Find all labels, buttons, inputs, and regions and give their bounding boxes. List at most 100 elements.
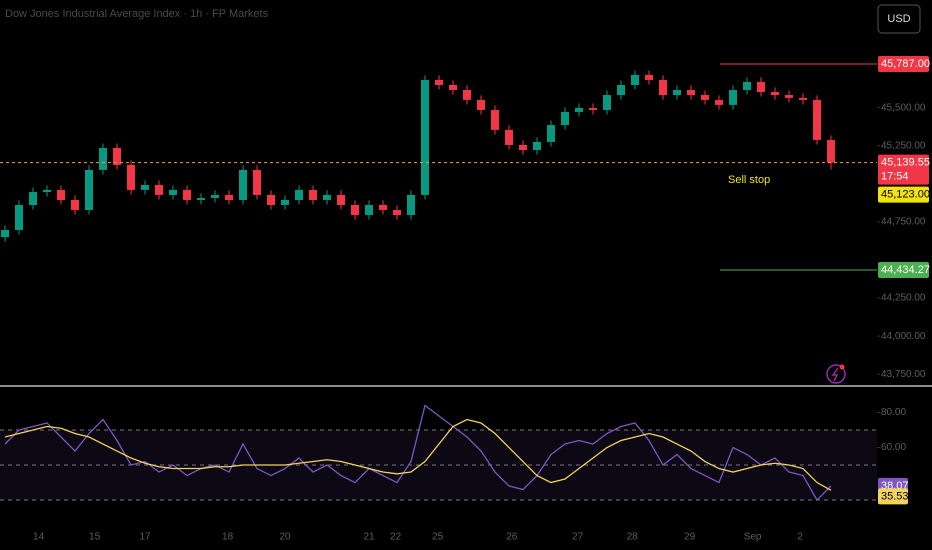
y-tick-label: 44,250.00 (881, 293, 926, 304)
candle-body (141, 185, 149, 190)
candle-body (239, 169, 247, 200)
currency-label: USD (887, 13, 910, 25)
y-tick-label: 44,000.00 (881, 331, 926, 342)
candle-body (309, 189, 317, 200)
y-tick-label: 80.00 (881, 407, 906, 418)
candle-body (463, 90, 471, 100)
x-tick-label: Sep (744, 532, 762, 543)
candle-body (281, 199, 289, 205)
candle-body (771, 91, 779, 96)
candle-body (589, 107, 597, 110)
y-tick-label: 45,500.00 (881, 102, 926, 113)
order-label: 45,123.00 (881, 188, 930, 200)
x-tick-label: 15 (89, 532, 101, 543)
candle-body (561, 111, 569, 126)
candle-body (785, 95, 793, 98)
x-tick-label: 29 (684, 532, 696, 543)
x-tick-label: 22 (390, 532, 402, 543)
x-tick-label: 20 (279, 532, 291, 543)
x-tick-label: 27 (572, 532, 584, 543)
candle-body (1, 229, 9, 238)
candle-body (155, 185, 163, 195)
candle-body (99, 148, 107, 170)
candle-body (701, 95, 709, 100)
candle-body (197, 197, 205, 200)
x-tick-label: 17 (139, 532, 151, 543)
candle-body (519, 144, 527, 151)
x-tick-label: 2 (797, 532, 803, 543)
candle-body (225, 194, 233, 200)
candle-body (351, 204, 359, 216)
level-label-box (878, 55, 929, 72)
candle-body (477, 99, 485, 110)
candle-body (337, 194, 345, 205)
candle-body (813, 99, 821, 140)
alert-dot (839, 364, 845, 370)
candle-body (491, 109, 499, 130)
y-tick-label: 60.00 (881, 442, 906, 453)
candle-body (183, 189, 191, 200)
candle-body (43, 189, 51, 193)
last-price-label: 45,139.55 (881, 156, 930, 168)
candle-body (211, 194, 219, 198)
order-annotation: Sell stop (728, 174, 770, 186)
candle-body (575, 107, 583, 112)
candle-body (169, 189, 177, 195)
candle-body (617, 84, 625, 96)
candle-body (603, 95, 611, 110)
y-tick-label: 45,250.00 (881, 140, 926, 151)
y-tick-label: 44,750.00 (881, 217, 926, 228)
candle-body (15, 204, 23, 230)
candle-body (631, 74, 639, 85)
candle-body (295, 189, 303, 200)
countdown: 17:54 (881, 170, 909, 182)
candle-body (715, 99, 723, 105)
candle-body (127, 164, 135, 190)
candle-body (379, 204, 387, 211)
candle-body (547, 125, 555, 142)
candle-body (393, 210, 401, 216)
candle-body (645, 74, 653, 80)
candle-body (729, 90, 737, 105)
candle-body (659, 79, 667, 96)
x-tick-label: 25 (432, 532, 444, 543)
value-label: 35.53 (881, 490, 909, 502)
candle-body (407, 194, 415, 216)
alert-icon[interactable] (826, 364, 846, 384)
candle-body (267, 194, 275, 205)
x-tick-label: 14 (33, 532, 45, 543)
candle-body (435, 79, 443, 85)
alert-icon-bolt (831, 367, 839, 382)
candle-body (365, 204, 373, 216)
chart-title: Dow Jones Industrial Average Index · 1h … (5, 8, 269, 20)
level-label: 44,434.27 (881, 264, 930, 276)
y-tick-label: 43,750.00 (881, 369, 926, 380)
candle-body (253, 169, 261, 195)
candle-body (505, 129, 513, 145)
level-label: 45,787.00 (881, 58, 930, 70)
candle-body (673, 90, 681, 96)
candle-body (85, 169, 93, 211)
candle-body (449, 84, 457, 91)
candle-body (799, 97, 807, 100)
candle-body (757, 81, 765, 92)
candle-body (323, 194, 331, 200)
last-price-box (878, 154, 929, 185)
candle-body (533, 141, 541, 151)
candle-body (743, 81, 751, 91)
candle-body (113, 148, 121, 165)
candle-body (29, 192, 37, 205)
x-tick-label: 26 (506, 532, 518, 543)
level-label-box (878, 261, 929, 278)
candle-body (827, 139, 835, 163)
x-tick-label: 18 (222, 532, 234, 543)
currency-button[interactable] (877, 4, 921, 34)
candle-body (57, 189, 65, 200)
candle-body (71, 199, 79, 211)
candle-body (421, 79, 429, 195)
x-tick-label: 28 (627, 532, 639, 543)
x-tick-label: 21 (363, 532, 375, 543)
line (4, 418, 832, 491)
